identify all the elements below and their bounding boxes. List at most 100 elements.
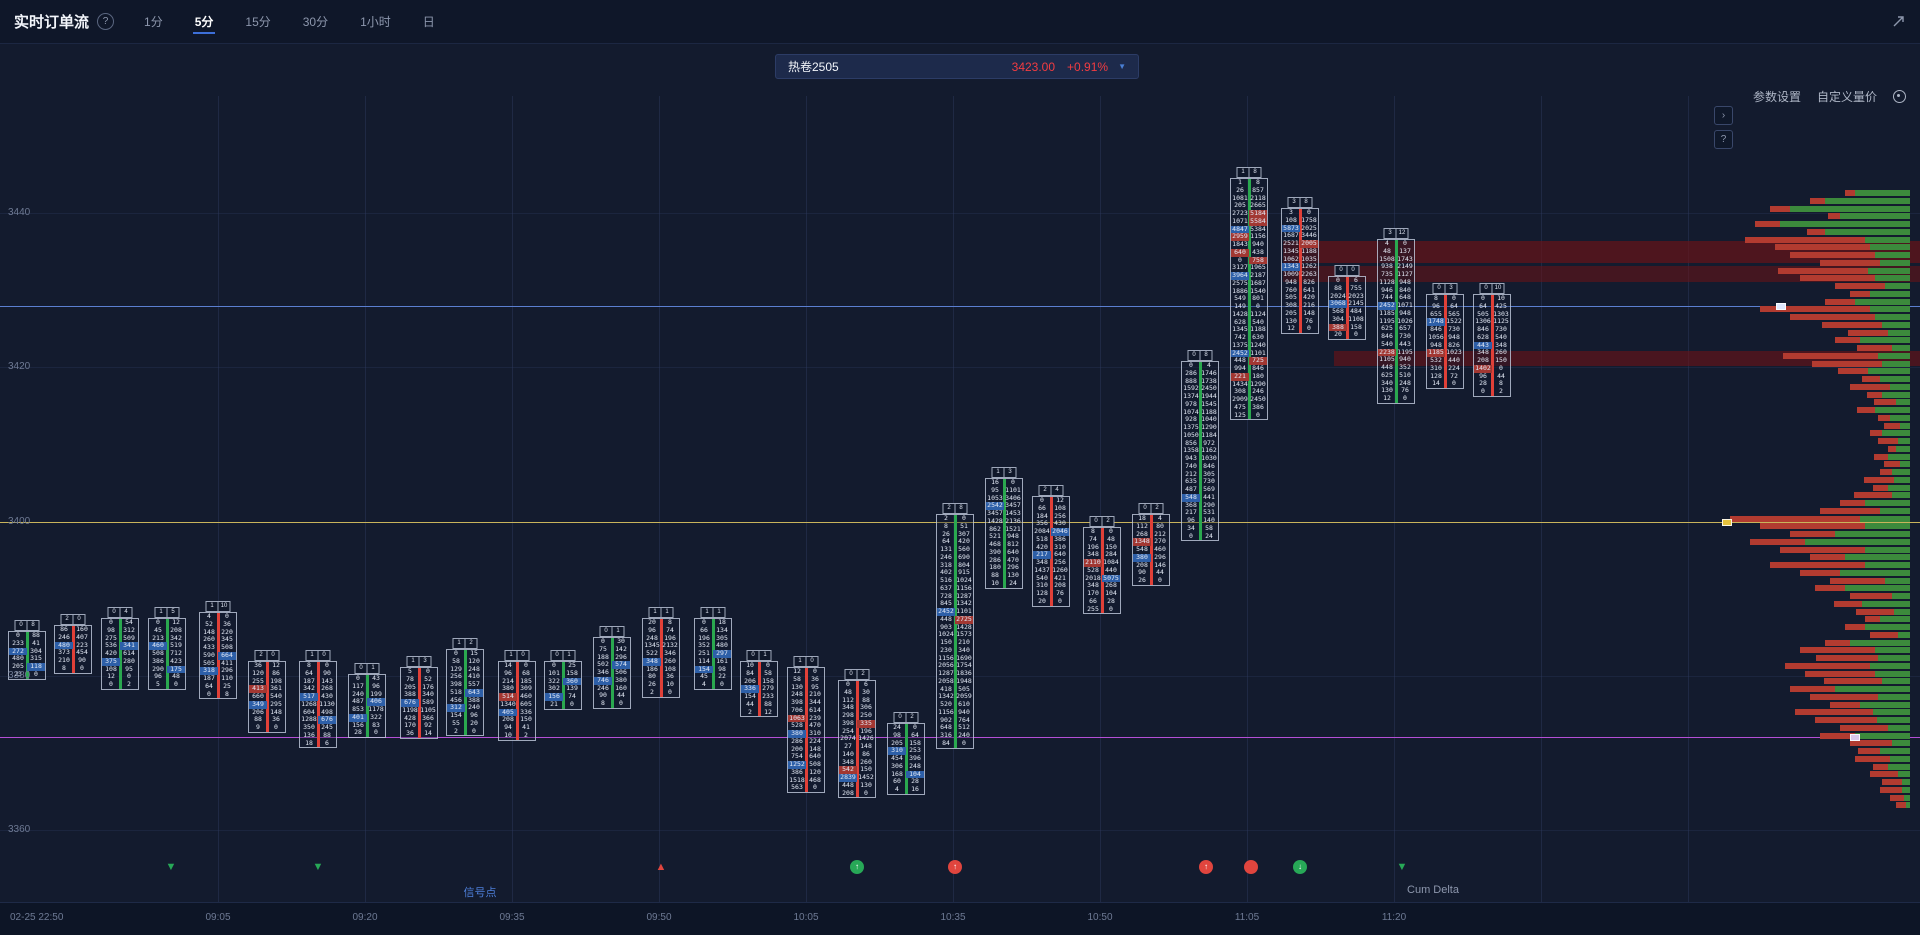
footprint-row: 862 1521 [989, 525, 1021, 533]
footprint-row: 1508 1743 [1379, 255, 1413, 263]
profile-bar-buy [1892, 593, 1910, 599]
footprint-row: 2024 2023 [1330, 292, 1364, 300]
footprint-row: 308 216 [1285, 302, 1315, 309]
footprint-row: 28 0 [354, 729, 378, 737]
profile-bar-buy [1870, 290, 1910, 297]
profile-bar-buy [1885, 577, 1910, 584]
footprint-row: 208 0 [842, 789, 868, 797]
custom-volume-button[interactable]: 自定义量价 [1816, 90, 1877, 104]
help-icon[interactable]: ? [97, 13, 115, 30]
expand-icon[interactable] [1891, 14, 1906, 29]
footprint-row: 368 290 [1185, 501, 1215, 509]
chevron-down-icon: ▼ [1118, 62, 1126, 71]
tab-日[interactable]: 日 [422, 15, 435, 29]
panel-help-button[interactable]: ? [1714, 130, 1733, 149]
footprint-row: 1428 2136 [987, 517, 1021, 525]
footprint-row: 2575 1687 [1232, 279, 1266, 287]
footprint-row: 528 440 [1087, 566, 1117, 574]
footprint-row: 428 366 [404, 714, 434, 722]
profile-bar-sell [1896, 802, 1906, 809]
profile-bar-sell [1785, 662, 1870, 669]
profile-bar-buy [1900, 422, 1910, 429]
profile-bar-sell [1884, 422, 1900, 429]
profile-bar-sell [1730, 515, 1860, 522]
footprint-row: 4 16 [895, 786, 919, 793]
profile-bar-buy [1888, 724, 1910, 731]
profile-bar-buy [1865, 500, 1910, 506]
footprint-row: 1156 940 [938, 708, 970, 716]
profile-bar-buy [1860, 337, 1910, 344]
v-gridline [659, 96, 660, 903]
footprint-row: 187 110 [203, 675, 233, 682]
footprint-row: 44 88 [746, 700, 772, 708]
footprint-row: 94 41 [504, 724, 530, 731]
cluster-header: 0 10 [1479, 283, 1505, 294]
profile-bar-sell [1840, 724, 1888, 731]
profile-bar-sell [1856, 608, 1894, 615]
footprint-cluster: 0 8 0 88 233 41 272 304 480 315 205 118 23 0 [8, 620, 46, 680]
profile-bar-sell [1825, 639, 1850, 646]
profile-bar-sell [1815, 717, 1877, 723]
footprint-row: 221 180 [1231, 372, 1267, 381]
footprint-row: 1081 2118 [1232, 194, 1266, 202]
tab-1分[interactable]: 1分 [144, 15, 163, 29]
footprint-row: 74 48 [1089, 535, 1115, 543]
footprint-row: 188 296 [597, 653, 627, 661]
footprint-row: 0 758 [1231, 256, 1267, 265]
custom-volume-icon[interactable] [1893, 90, 1906, 103]
footprint-row: 156 83 [352, 721, 380, 729]
candle-down [1443, 295, 1447, 388]
price-line-marker [1722, 519, 1732, 526]
profile-bar-sell [1835, 283, 1885, 289]
profile-bar-buy [1880, 616, 1910, 623]
footprint-row: 131 560 [940, 546, 970, 553]
footprint-row: 120 86 [252, 669, 280, 677]
footprint-row: 516 1024 [940, 577, 972, 584]
footprint-row: 1342 2059 [938, 693, 972, 701]
footprint-cluster: 0 4 0 54 98 312 275 509 536 341 420 614 375 280 108 95 1… [101, 607, 139, 690]
v-gridline [1247, 96, 1248, 903]
footprint-cluster: 2 0 36 12 120 86 255 198 413 361 660 540 349 295 206 14… [248, 650, 286, 733]
footprint-row: 10 24 [991, 579, 1017, 587]
footprint-row: 1428 1124 [1232, 310, 1266, 318]
footprint-row: 0 18 [702, 619, 726, 626]
panel-collapse-button[interactable]: › [1714, 106, 1733, 125]
contract-selector[interactable]: 热卷2505 3423.00 +0.91% ▼ [775, 54, 1139, 79]
footprint-row: 1518 468 [789, 776, 821, 784]
tab-30分[interactable]: 30分 [302, 15, 329, 29]
footprint-row: 112 80 [1136, 522, 1164, 530]
footprint-row: 398 557 [450, 681, 480, 688]
profile-bar-sell [1778, 267, 1868, 274]
footprint-row: 518 386 [1036, 535, 1066, 543]
profile-bar-sell [1795, 709, 1873, 716]
footprint-row: 90 44 [599, 692, 625, 700]
footprint-row: 34 58 [1187, 524, 1213, 532]
footprint-row: 388 158 [1329, 323, 1365, 332]
tab-1小时[interactable]: 1小时 [360, 15, 391, 29]
footprint-row: 27 148 [844, 743, 872, 750]
tab-5分[interactable]: 5分 [192, 0, 216, 43]
footprint-row: 0 10 [1481, 295, 1505, 302]
footprint-row: 108 1758 [1285, 216, 1317, 224]
footprint-row: 0 43 [356, 675, 380, 682]
tab-15分[interactable]: 15分 [245, 15, 271, 29]
footprint-row: 1198 1105 [402, 706, 436, 714]
footprint-row: 604 498 [303, 708, 333, 716]
footprint-row: 375 280 [102, 657, 138, 666]
footprint-cluster: 3 12 4 0 48 137 1508 1743 938 2149 735 1127 1128 948 9… [1377, 228, 1415, 404]
footprint-row: 154 233 [744, 693, 774, 700]
profile-bar-sell [1810, 693, 1878, 700]
footprint-row: 55 20 [452, 719, 478, 727]
settings-button[interactable]: 参数设置 [1752, 90, 1801, 104]
footprint-row: 2839 1452 [839, 774, 874, 782]
footprint-row: 130 95 [791, 683, 819, 691]
profile-bar-sell [1858, 748, 1880, 754]
footprint-row: 64 25 [205, 682, 231, 690]
footprint-row: 386 423 [152, 657, 182, 665]
